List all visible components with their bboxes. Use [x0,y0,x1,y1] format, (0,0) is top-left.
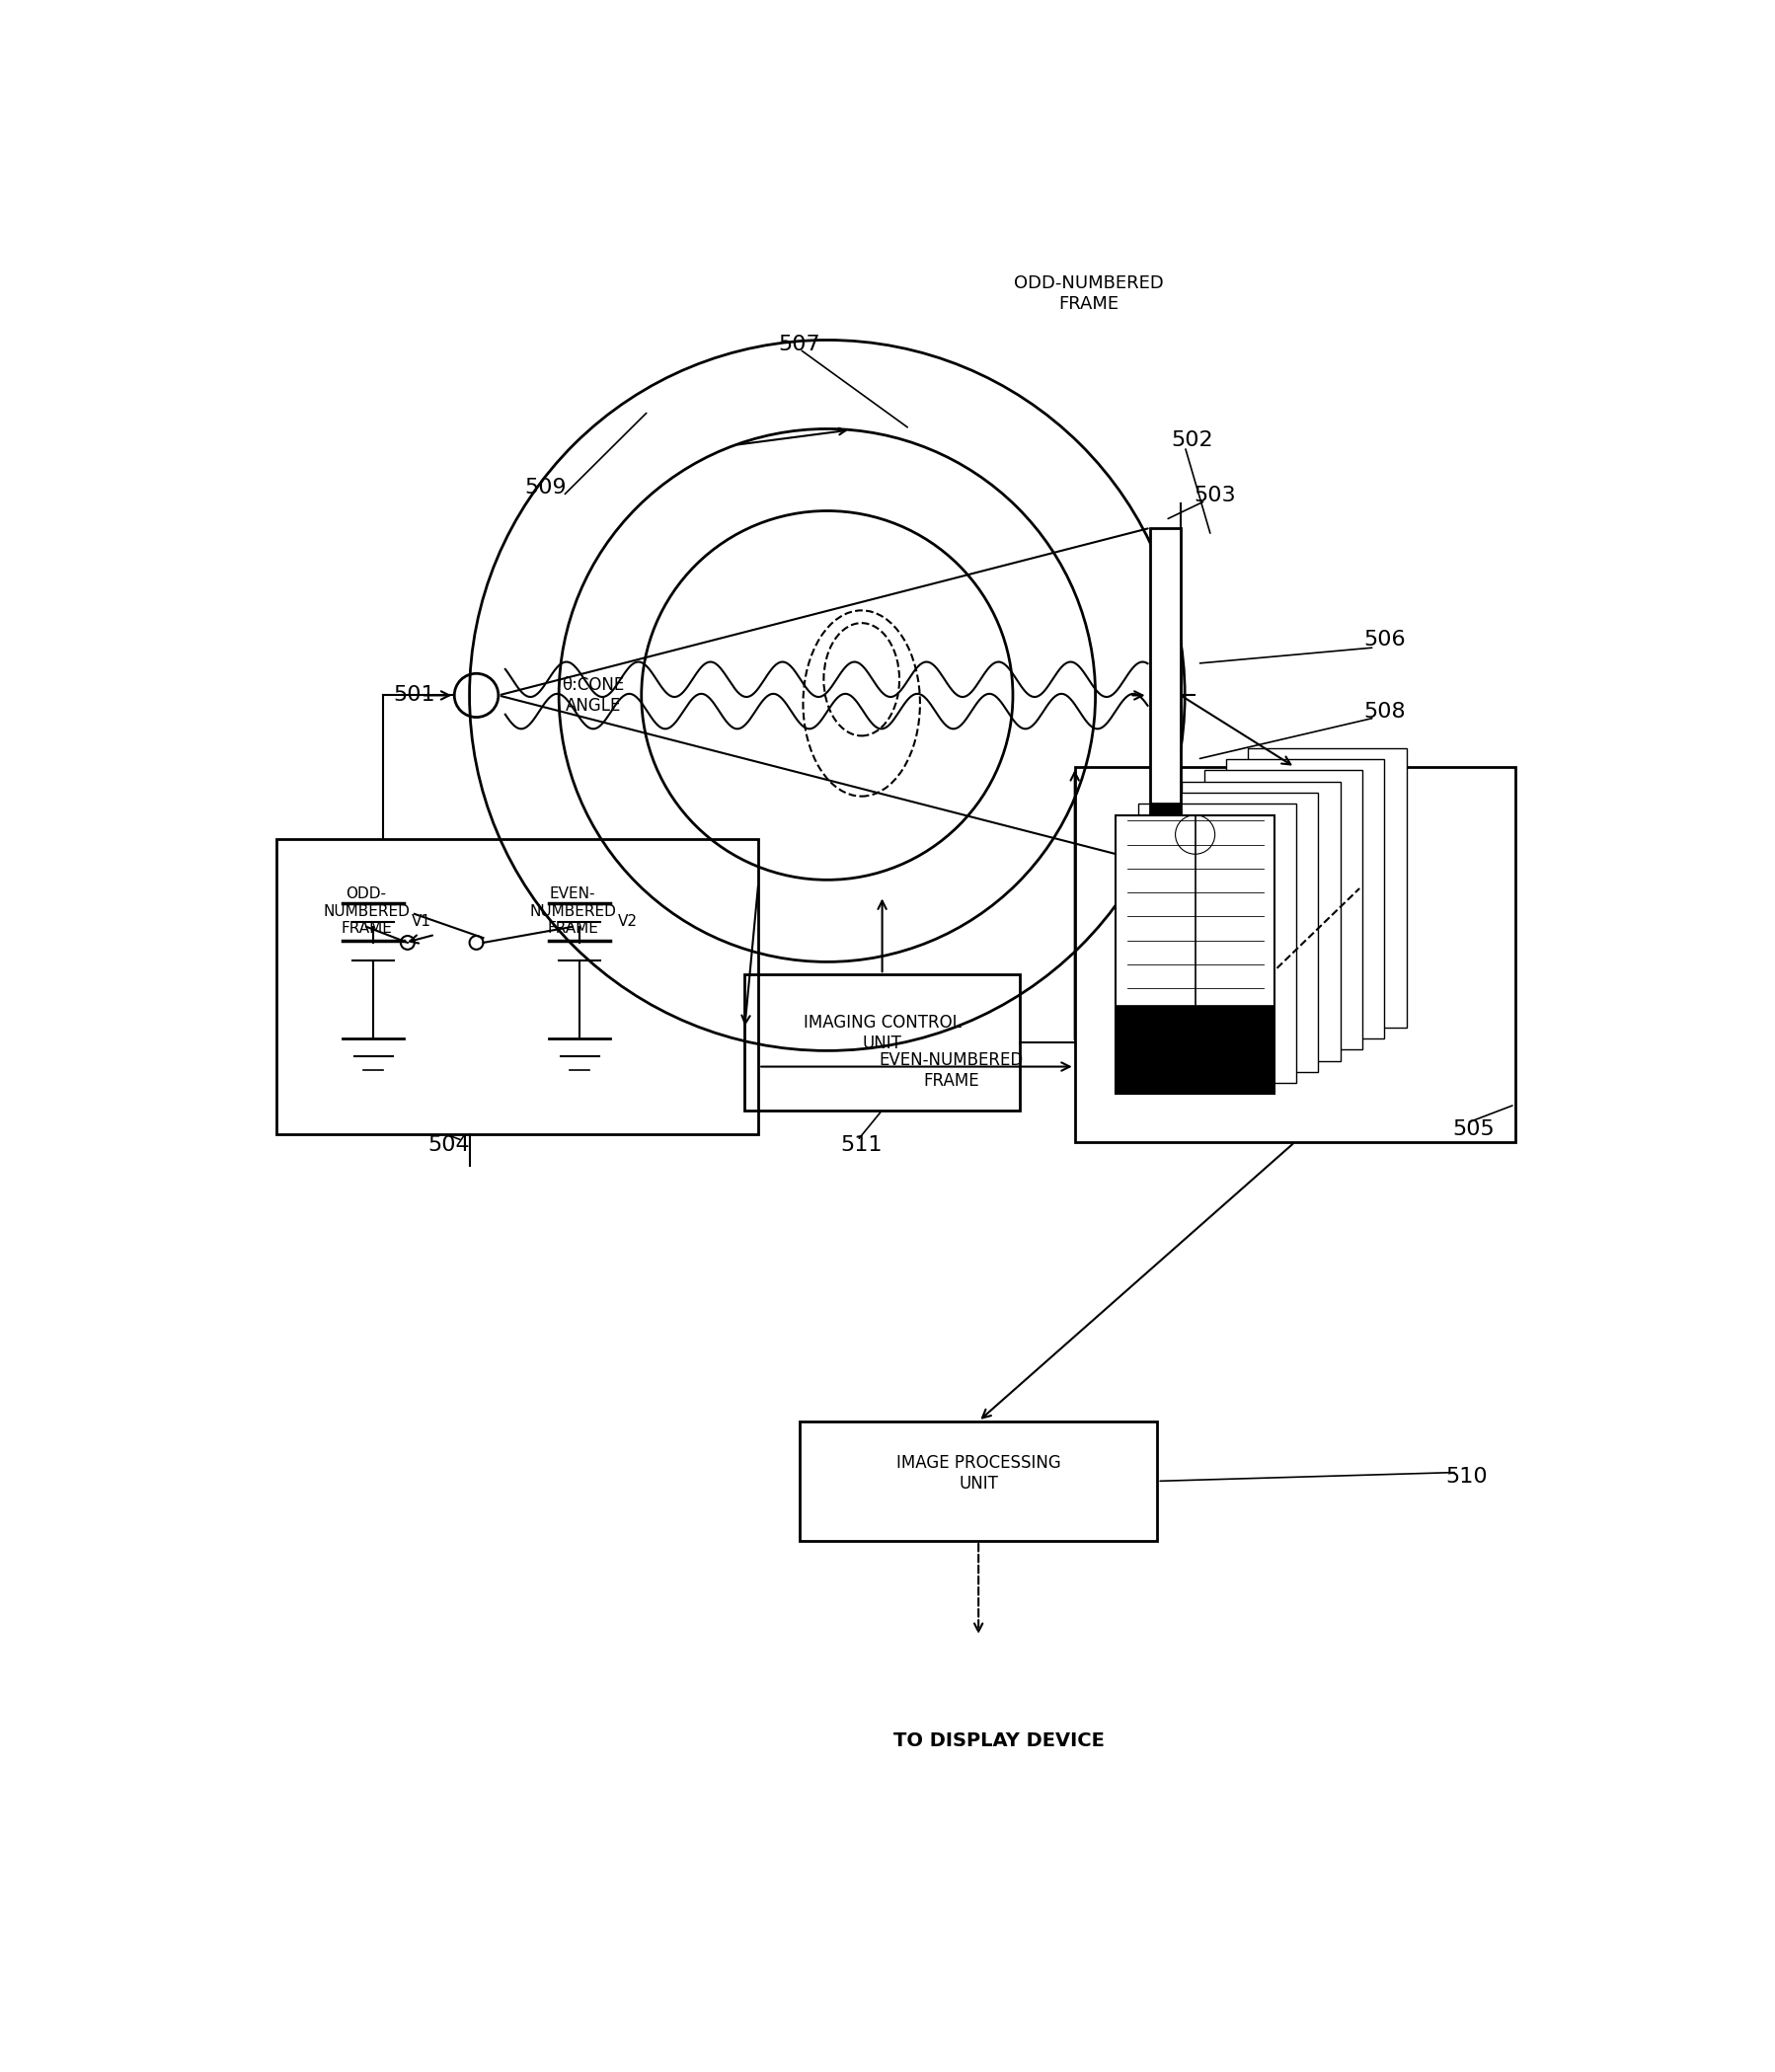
Bar [1076,767,1516,1142]
Bar [799,1421,1157,1542]
Text: 506: 506 [1363,630,1406,649]
Text: 508: 508 [1363,702,1406,721]
Text: V1: V1 [412,914,431,930]
Bar [1116,1005,1274,1094]
Text: 505: 505 [1452,1119,1495,1140]
Text: EVEN-
NUMBERED
FRAME: EVEN- NUMBERED FRAME [529,887,616,937]
Text: 509: 509 [524,479,566,497]
Text: 507: 507 [779,334,820,354]
Bar [1138,804,1296,1084]
Text: 511: 511 [841,1135,882,1156]
Bar [1150,802,1180,862]
Bar [1227,758,1385,1038]
Bar [1203,771,1361,1051]
Text: 503: 503 [1195,487,1235,506]
Text: 502: 502 [1172,431,1212,450]
Bar [277,839,758,1133]
Bar [1161,794,1319,1071]
Text: EVEN-NUMBERED
FRAME: EVEN-NUMBERED FRAME [879,1051,1022,1090]
Text: 510: 510 [1447,1467,1487,1488]
Text: IMAGE PROCESSING
UNIT: IMAGE PROCESSING UNIT [896,1455,1061,1492]
Text: 504: 504 [428,1135,470,1156]
Bar [1248,748,1406,1028]
Bar [1150,528,1180,862]
Text: 501: 501 [392,686,435,704]
Bar [1116,814,1274,1094]
Bar [1182,781,1340,1061]
Text: V2: V2 [618,914,637,930]
Text: ODD-
NUMBERED
FRAME: ODD- NUMBERED FRAME [323,887,410,937]
Text: TO DISPLAY DEVICE: TO DISPLAY DEVICE [893,1730,1104,1749]
Text: ODD-NUMBERED
FRAME: ODD-NUMBERED FRAME [1014,274,1163,313]
Text: θ:CONE
ANGLE: θ:CONE ANGLE [563,675,625,715]
Text: IMAGING CONTROL
UNIT: IMAGING CONTROL UNIT [804,1013,960,1053]
Bar [1116,814,1274,1005]
Bar [746,974,1019,1111]
